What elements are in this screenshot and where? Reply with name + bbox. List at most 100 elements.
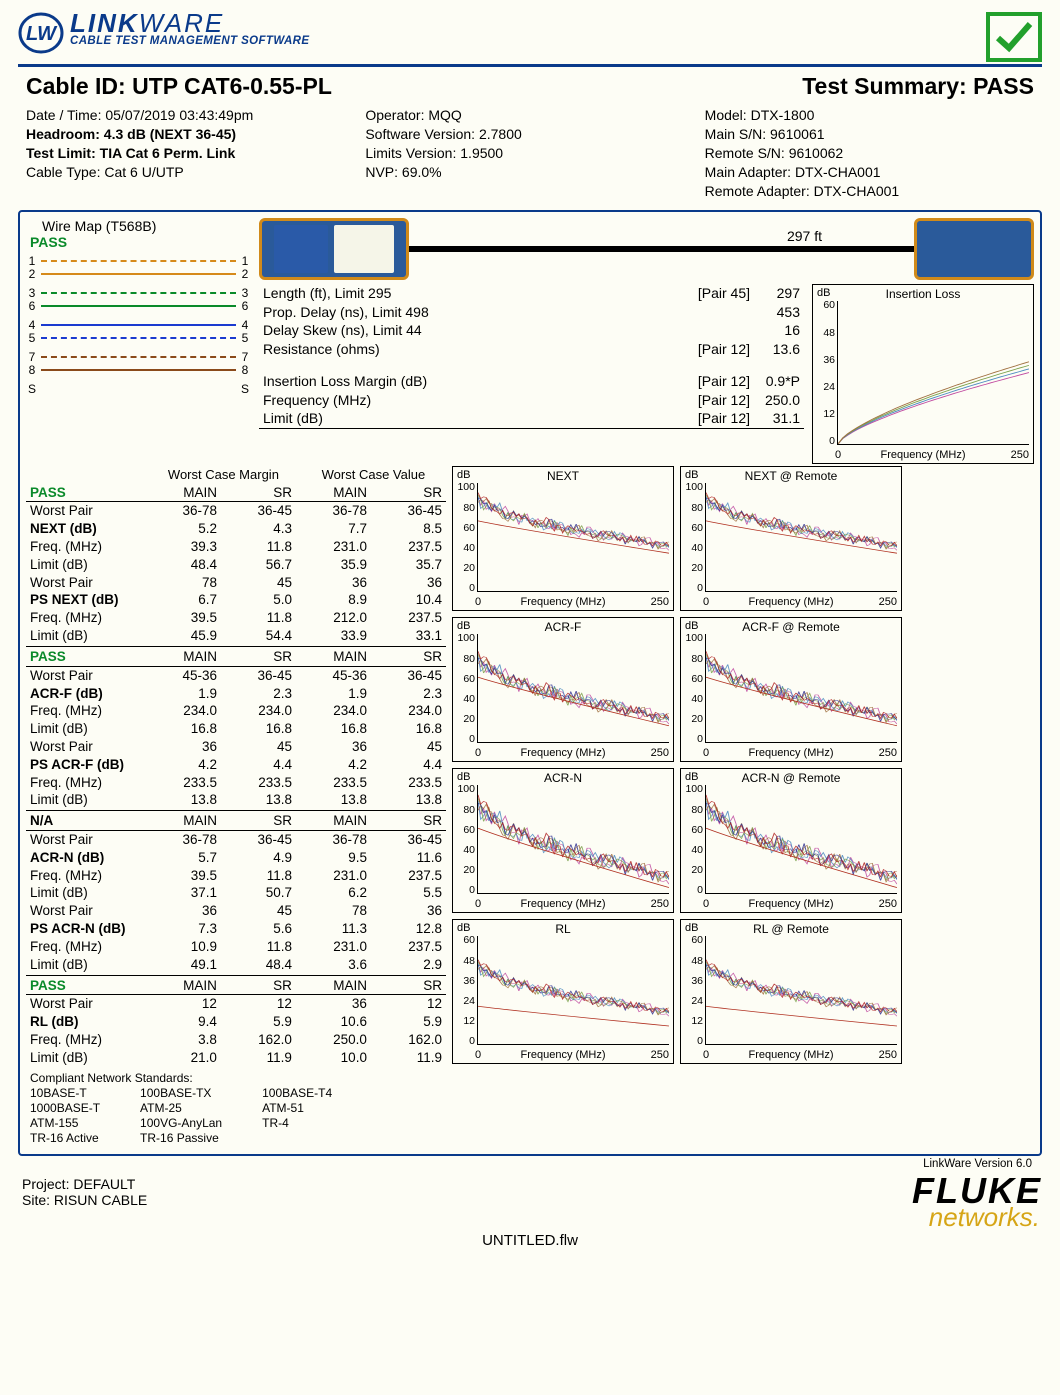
mainad: DTX-CHA001 bbox=[795, 164, 881, 180]
brand-light: WARE bbox=[139, 8, 225, 38]
cabletype-label: Cable Type: bbox=[26, 164, 100, 180]
headroom: 4.3 dB (NEXT 36-45) bbox=[104, 126, 236, 142]
chart-title: ACR-F bbox=[453, 620, 673, 634]
measurement-row: Prop. Delay (ns), Limit 498453 bbox=[259, 303, 804, 321]
chart-insertion-loss: dBInsertion Loss604836241200Frequency (M… bbox=[812, 284, 1034, 464]
project: DEFAULT bbox=[73, 1176, 135, 1192]
chart-xlabel: Frequency (MHz) bbox=[681, 596, 901, 608]
chart-plot bbox=[477, 785, 669, 894]
standard-item: 100BASE-T4 bbox=[262, 1086, 332, 1101]
wiremap-block: Wire Map (T568B) PASS 1122336644557788SS bbox=[26, 216, 251, 395]
tables-column: Worst Case MarginWorst Case Value PASSMA… bbox=[26, 466, 446, 1147]
sw: 2.7800 bbox=[479, 126, 522, 142]
table-row: PS NEXT (dB)6.75.08.910.4 bbox=[26, 591, 446, 609]
datetime-label: Date / Time: bbox=[26, 107, 101, 123]
top-bar: LW LINKWARE CABLE TEST MANAGEMENT SOFTWA… bbox=[18, 12, 1042, 67]
remsn-label: Remote S/N: bbox=[705, 145, 785, 161]
wiremap-row: SS bbox=[26, 382, 251, 395]
mainsn: 9610061 bbox=[770, 126, 825, 142]
wiremap-row: 55 bbox=[26, 331, 251, 344]
table-row: Worst Pair12123612 bbox=[26, 995, 446, 1013]
chart-xlabel: Frequency (MHz) bbox=[453, 596, 673, 608]
chart-rl_r: dBRL @ Remote604836241200Frequency (MHz)… bbox=[680, 919, 902, 1064]
site: RISUN CABLE bbox=[54, 1192, 147, 1208]
table-row: Freq. (MHz)233.5233.5233.5233.5 bbox=[26, 774, 446, 792]
measurement-row: Insertion Loss Margin (dB)[Pair 12]0.9*P bbox=[259, 372, 804, 390]
table-row: NEXT (dB)5.24.37.78.5 bbox=[26, 520, 446, 538]
table-row: Limit (dB)48.456.735.935.7 bbox=[26, 556, 446, 574]
chart-xmax: 250 bbox=[879, 898, 897, 910]
summary-label: Test Summary: bbox=[802, 73, 966, 99]
data-table-block: N/AMAINSRMAINSRWorst Pair36-7836-4536-78… bbox=[26, 812, 446, 975]
cabletype: Cat 6 U/UTP bbox=[104, 164, 183, 180]
measurement-row: Length (ft), Limit 295[Pair 45]297 bbox=[259, 284, 804, 302]
chart-title: NEXT bbox=[453, 469, 673, 483]
chart-plot bbox=[477, 936, 669, 1045]
standards-col: 100BASE-TXATM-25100VG-AnyLanTR-16 Passiv… bbox=[140, 1086, 222, 1146]
cable-length: 297 ft bbox=[787, 228, 822, 244]
fluke-l2: networks. bbox=[912, 1206, 1042, 1229]
testlimit-label: Test Limit: bbox=[26, 145, 96, 161]
wiremap-row: 11 bbox=[26, 254, 251, 267]
chart-xmax: 250 bbox=[651, 596, 669, 608]
table-row: Limit (dB)16.816.816.816.8 bbox=[26, 720, 446, 738]
standards-col: 10BASE-T1000BASE-TATM-155TR-16 Active bbox=[30, 1086, 100, 1146]
wiremap-row: 22 bbox=[26, 267, 251, 280]
datetime: 05/07/2019 03:43:49pm bbox=[105, 107, 253, 123]
table-row: RL (dB)9.45.910.65.9 bbox=[26, 1013, 446, 1031]
summary-value: PASS bbox=[973, 73, 1034, 99]
standard-item: ATM-51 bbox=[262, 1101, 332, 1116]
main-tester-icon bbox=[259, 218, 409, 280]
model: DTX-1800 bbox=[751, 107, 815, 123]
chart-xlabel: Frequency (MHz) bbox=[453, 747, 673, 759]
chart-xlabel: Frequency (MHz) bbox=[681, 747, 901, 759]
standards-col: 100BASE-T4ATM-51TR-4 bbox=[262, 1086, 332, 1146]
testlimit: TIA Cat 6 Perm. Link bbox=[100, 145, 236, 161]
chart-xlabel: Frequency (MHz) bbox=[681, 898, 901, 910]
data-table-block: PASSMAINSRMAINSRWorst Pair36-7836-4536-7… bbox=[26, 484, 446, 647]
table-row: PS ACR-F (dB)4.24.44.24.4 bbox=[26, 756, 446, 774]
table-row: Limit (dB)13.813.813.813.8 bbox=[26, 791, 446, 809]
remad-label: Remote Adapter: bbox=[705, 183, 810, 199]
chart-plot bbox=[837, 301, 1029, 445]
chart-yticks: 100806040200 bbox=[683, 632, 703, 745]
measurements: Length (ft), Limit 295[Pair 45]297Prop. … bbox=[259, 284, 804, 464]
mainad-label: Main Adapter: bbox=[705, 164, 791, 180]
wcm-hdr: Worst Case Margin bbox=[146, 466, 301, 483]
chart-next_r: dBNEXT @ Remote1008060402000Frequency (M… bbox=[680, 466, 902, 611]
cable-id-label: Cable ID: bbox=[26, 73, 126, 99]
chart-plot bbox=[705, 483, 897, 592]
standard-item: TR-4 bbox=[262, 1116, 332, 1131]
chart-yticks: 100806040200 bbox=[455, 783, 475, 896]
lim: 1.9500 bbox=[460, 145, 503, 161]
chart-xmax: 250 bbox=[651, 898, 669, 910]
table-row: Worst Pair78453636 bbox=[26, 574, 446, 592]
data-table-block: PASSMAINSRMAINSRWorst Pair45-3636-4545-3… bbox=[26, 648, 446, 811]
nvp: 69.0% bbox=[402, 164, 442, 180]
standard-item: ATM-155 bbox=[30, 1116, 100, 1131]
chart-yticks: 100806040200 bbox=[683, 481, 703, 594]
chart-yticks: 100806040200 bbox=[683, 783, 703, 896]
footer: Project: DEFAULT Site: RISUN CABLE FLUKE… bbox=[0, 1174, 1060, 1230]
meta-col-3: Model: DTX-1800 Main S/N: 9610061 Remote… bbox=[705, 106, 1034, 200]
table-row: Worst Pair36457836 bbox=[26, 902, 446, 920]
lim-label: Limits Version: bbox=[365, 145, 456, 161]
meta-col-2: Operator: MQQ Software Version: 2.7800 L… bbox=[365, 106, 694, 200]
table-row: Worst Pair45-3636-4545-3636-45 bbox=[26, 666, 446, 684]
chart-plot bbox=[705, 634, 897, 743]
footer-left: Project: DEFAULT Site: RISUN CABLE bbox=[22, 1176, 147, 1208]
devices-row: 297 ft Length (ft), Limit 295[Pair 45]29… bbox=[259, 216, 1034, 464]
lw-badge-icon: LW bbox=[18, 12, 64, 54]
checkmark-icon bbox=[994, 18, 1034, 56]
wiremap-pass: PASS bbox=[26, 234, 251, 250]
chart-yticks: 100806040200 bbox=[455, 632, 475, 745]
table-row: Limit (dB)37.150.76.25.5 bbox=[26, 884, 446, 902]
site-label: Site: bbox=[22, 1192, 50, 1208]
table-row: Limit (dB)45.954.433.933.1 bbox=[26, 627, 446, 645]
chart-plot bbox=[705, 785, 897, 894]
wiremap: 1122336644557788SS bbox=[26, 250, 251, 395]
wiremap-row: 33 bbox=[26, 286, 251, 299]
table-row: Worst Pair36-7836-4536-7836-45 bbox=[26, 831, 446, 849]
chart-plot bbox=[477, 634, 669, 743]
chart-plot bbox=[705, 936, 897, 1045]
